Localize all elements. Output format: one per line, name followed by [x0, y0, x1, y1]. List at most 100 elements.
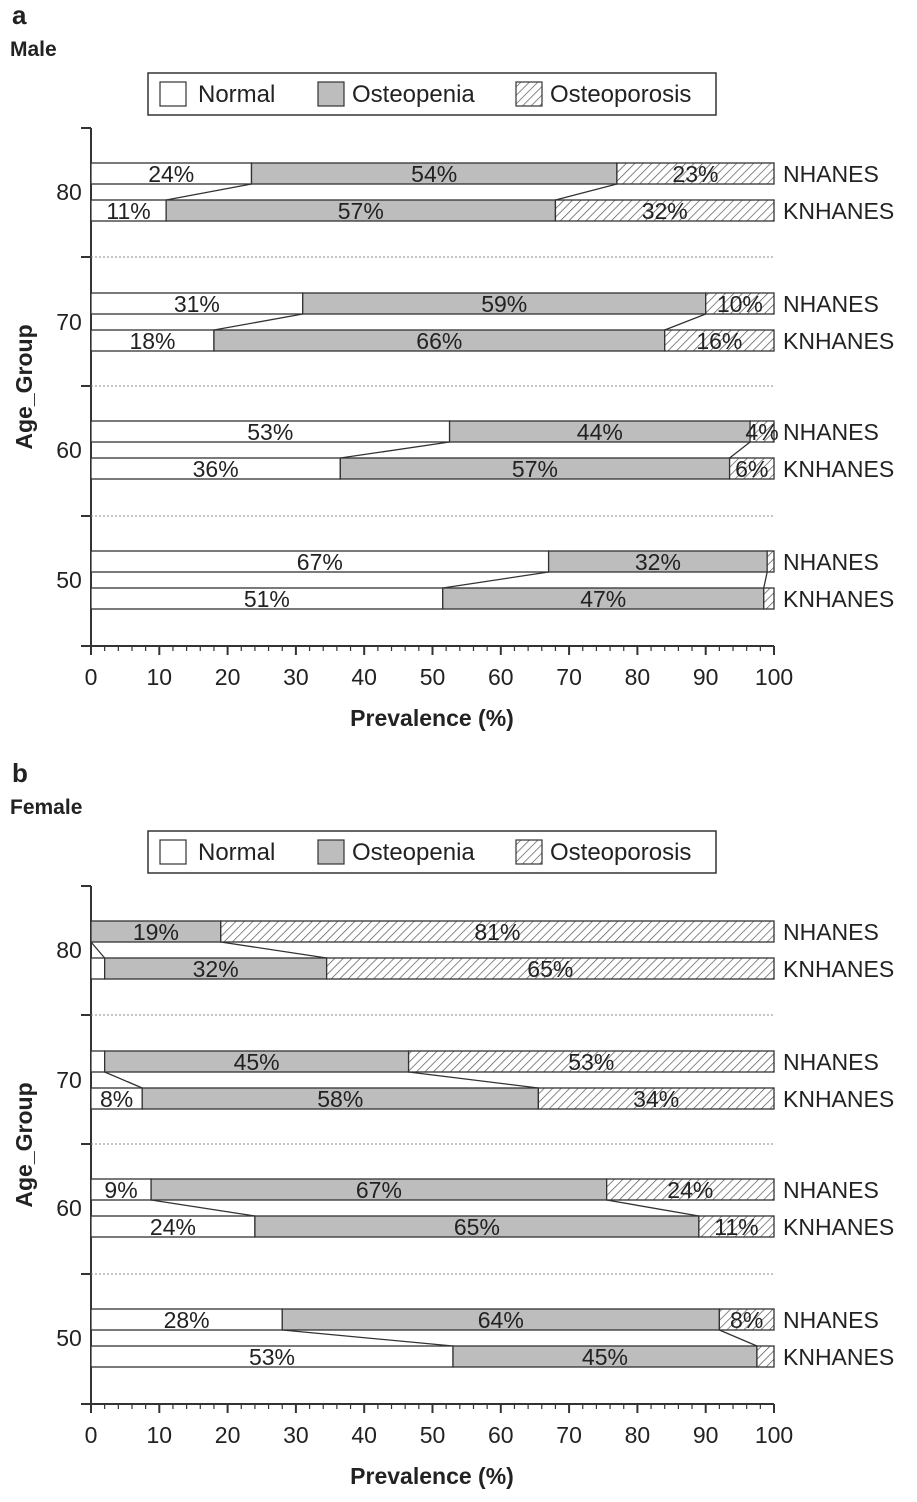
- legend-label: Osteoporosis: [550, 81, 691, 108]
- data-label: 81%: [474, 919, 520, 945]
- x-tick-label: 80: [625, 664, 651, 690]
- x-tick-label: 90: [693, 1422, 719, 1448]
- data-label: 31%: [174, 291, 220, 317]
- legend: Normal Osteopenia Osteoporosis: [147, 830, 717, 874]
- connector-line: [606, 1199, 699, 1217]
- data-label: 11%: [714, 1214, 758, 1240]
- connector-line: [151, 1199, 256, 1217]
- x-tick-label: 90: [693, 664, 719, 690]
- bar-segment: [705, 292, 775, 315]
- connector-line: [282, 1329, 454, 1347]
- connector-line: [220, 941, 327, 959]
- series-label: NHANES: [783, 291, 879, 317]
- panel-label: b: [12, 758, 28, 788]
- y-axis-title: Age_Group: [11, 324, 37, 449]
- age-group-70: 70 31% 59% 10% NHANES 18% 66% 16% KNHANES: [56, 291, 894, 354]
- bar-segment: [664, 329, 775, 352]
- connector-line: [104, 1071, 143, 1089]
- data-label: 53%: [249, 1344, 295, 1370]
- connector-line: [166, 183, 252, 201]
- data-label: 32%: [193, 956, 239, 982]
- data-label: 47%: [580, 586, 626, 612]
- data-label: 53%: [247, 419, 293, 445]
- series-label: NHANES: [783, 549, 879, 575]
- y-tick-label: 60: [56, 437, 82, 463]
- bar-segment: [554, 199, 775, 222]
- series-label: NHANES: [783, 161, 879, 187]
- connector-line: [340, 441, 450, 459]
- x-tick-label: 100: [755, 1422, 793, 1448]
- legend-swatch: [159, 839, 187, 865]
- x-tick-label: 40: [351, 1422, 377, 1448]
- data-label: 67%: [356, 1177, 402, 1203]
- legend-label: Normal: [198, 81, 275, 108]
- age-group-50: 50 28% 64% 8% NHANES 53% 45% KNHANES: [56, 1307, 894, 1370]
- data-label: 32%: [635, 549, 681, 575]
- series-label: KNHANES: [783, 198, 894, 224]
- legend-label: Osteopenia: [352, 81, 475, 108]
- y-tick-label: 60: [56, 1195, 82, 1221]
- y-tick-label: 50: [56, 567, 82, 593]
- y-tick-label: 80: [56, 937, 82, 963]
- legend-label: Normal: [198, 839, 275, 866]
- connector-line: [213, 313, 303, 331]
- y-tick-label: 80: [56, 179, 82, 205]
- x-tick-label: 80: [625, 1422, 651, 1448]
- bar-segment: [763, 587, 775, 610]
- data-label: 51%: [244, 586, 290, 612]
- series-label: NHANES: [783, 1049, 879, 1075]
- legend-swatch: [317, 839, 345, 865]
- data-label: 19%: [133, 919, 179, 945]
- data-label: 57%: [338, 198, 384, 224]
- x-tick-label: 30: [283, 664, 309, 690]
- x-tick-label: 40: [351, 664, 377, 690]
- series-label: KNHANES: [783, 1344, 894, 1370]
- bar-segment: [749, 420, 775, 443]
- x-tick-label: 50: [420, 1422, 446, 1448]
- x-axis-title: Prevalence (%): [350, 1463, 514, 1489]
- x-tick-label: 70: [556, 1422, 582, 1448]
- data-label: 67%: [297, 549, 343, 575]
- legend-swatch: [515, 81, 543, 107]
- legend-box: [147, 72, 717, 116]
- x-tick-label: 70: [556, 664, 582, 690]
- x-tick-label: 20: [215, 664, 241, 690]
- connector-line: [90, 941, 106, 959]
- connector-line: [555, 183, 618, 201]
- series-label: KNHANES: [783, 456, 894, 482]
- bar-segment: [718, 1308, 775, 1331]
- x-tick-label: 50: [420, 664, 446, 690]
- connector-line: [442, 571, 549, 589]
- x-tick-label: 60: [488, 1422, 514, 1448]
- legend-swatch: [159, 81, 187, 107]
- data-label: 32%: [642, 198, 688, 224]
- x-tick-label: 10: [147, 664, 173, 690]
- data-label: 58%: [317, 1086, 363, 1112]
- series-label: KNHANES: [783, 1086, 894, 1112]
- data-label: 45%: [582, 1344, 628, 1370]
- y-tick-label: 70: [56, 1067, 82, 1093]
- age-group-80: 80 19% 81% NHANES 32% 65% KNHANES: [56, 919, 894, 982]
- x-tick-label: 20: [215, 1422, 241, 1448]
- data-label: 4%: [745, 419, 778, 445]
- data-label: 66%: [416, 328, 462, 354]
- bar-segment: [90, 957, 106, 980]
- x-tick-label: 10: [147, 1422, 173, 1448]
- y-tick-label: 70: [56, 309, 82, 335]
- legend-swatch: [317, 81, 345, 107]
- bar-segment: [616, 162, 775, 185]
- bar-segment: [325, 957, 775, 980]
- series-label: NHANES: [783, 1177, 879, 1203]
- series-label: NHANES: [783, 419, 879, 445]
- data-label: 24%: [667, 1177, 713, 1203]
- bar-segment: [606, 1178, 775, 1201]
- bar-segment: [766, 550, 775, 573]
- connector-line: [719, 1329, 758, 1347]
- data-label: 53%: [568, 1049, 614, 1075]
- data-label: 8%: [100, 1086, 133, 1112]
- age-group-80: 80 24% 54% 23% NHANES 11% 57% 32% KNHANES: [56, 161, 894, 224]
- data-label: 10%: [717, 291, 763, 317]
- data-label: 36%: [193, 456, 239, 482]
- data-label: 9%: [104, 1177, 137, 1203]
- age-group-60: 60 9% 67% 24% NHANES 24% 65% 11% KNHANES: [56, 1177, 894, 1240]
